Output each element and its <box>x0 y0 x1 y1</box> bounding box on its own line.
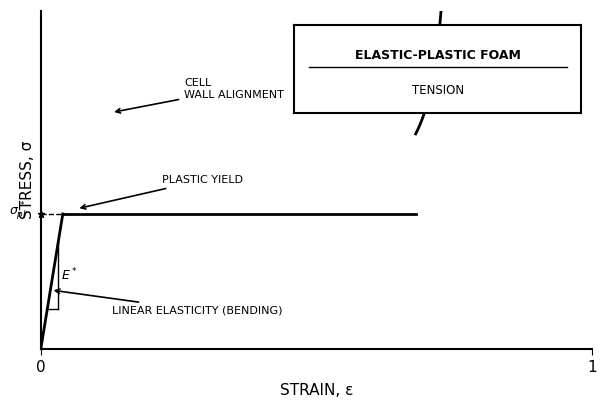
Text: PLASTIC YIELD: PLASTIC YIELD <box>81 175 243 209</box>
Text: $\sigma_{pl}^*$: $\sigma_{pl}^*$ <box>9 201 27 223</box>
Text: LINEAR ELASTICITY (BENDING): LINEAR ELASTICITY (BENDING) <box>55 289 283 315</box>
Y-axis label: STRESS, σ: STRESS, σ <box>20 141 35 219</box>
Text: CELL
WALL ALIGNMENT: CELL WALL ALIGNMENT <box>116 78 284 113</box>
X-axis label: STRAIN, ε: STRAIN, ε <box>280 383 353 398</box>
Text: $E^*$: $E^*$ <box>61 267 77 283</box>
